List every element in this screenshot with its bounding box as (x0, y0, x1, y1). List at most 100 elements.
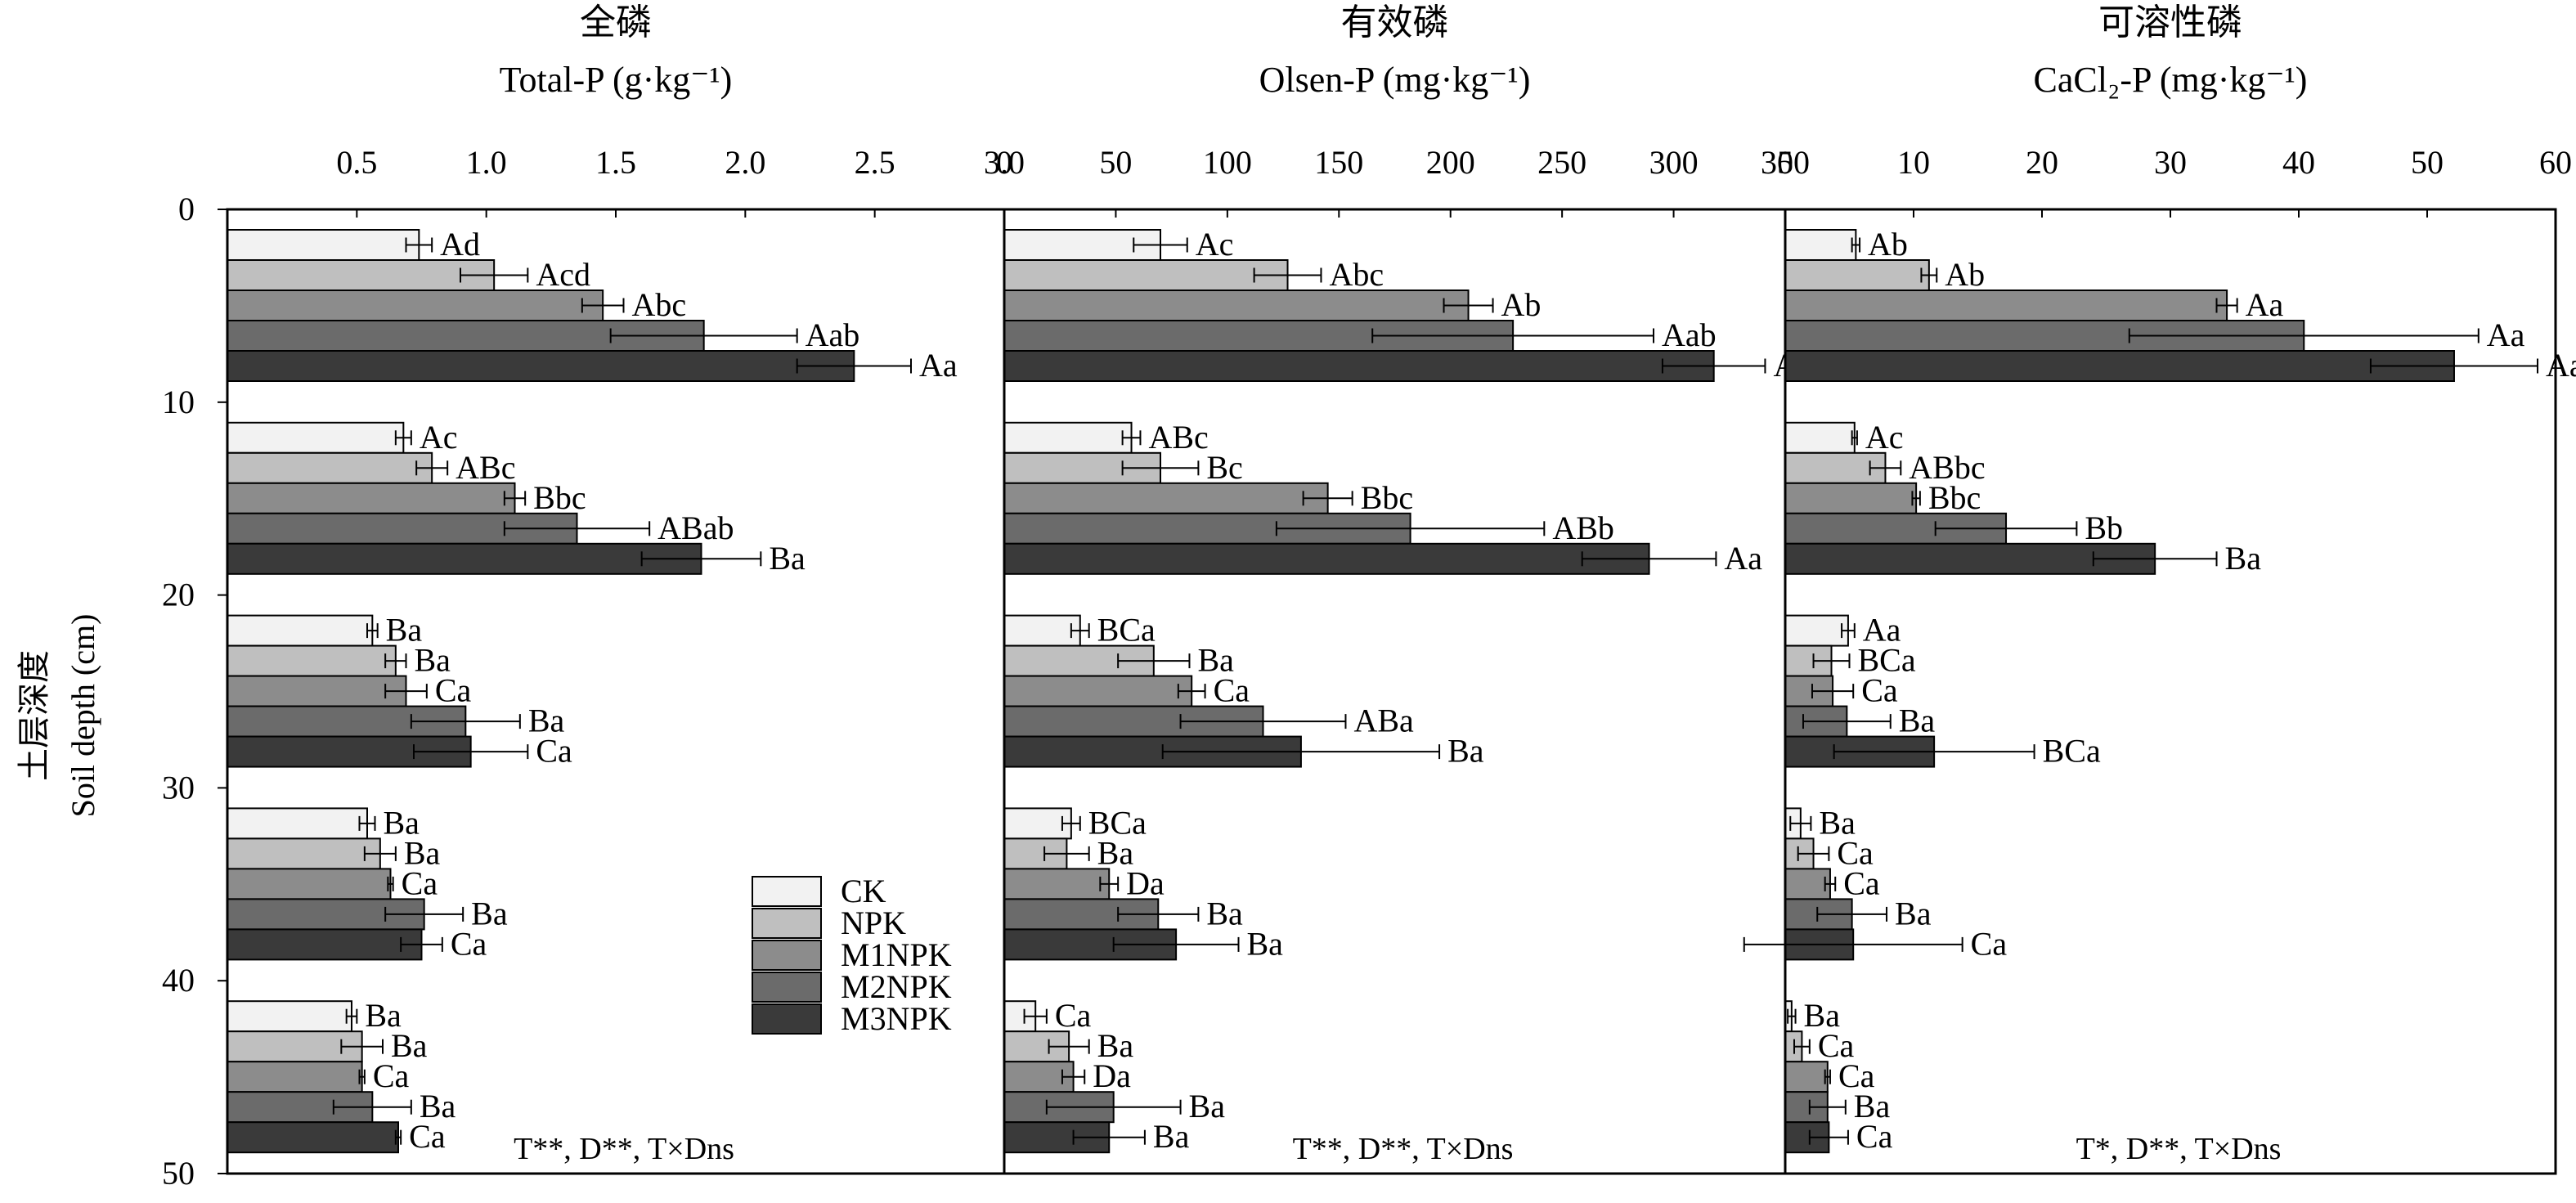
bar-ck (1784, 421, 1856, 454)
y-tick-label: 20 (162, 577, 195, 613)
panel-title-en: CaCl₂-P (mg·kg⁻¹) (2034, 60, 2308, 100)
x-tick-label: 200 (1426, 144, 1475, 181)
panel-title-zh: 全磷 (580, 2, 652, 43)
significance-letter: Ba (1447, 733, 1484, 770)
significance-letter: Abc (632, 286, 687, 323)
panel-title-zh: 有效磷 (1341, 2, 1449, 43)
bar-ck (227, 229, 420, 261)
bar-npk (227, 451, 433, 484)
bar-m3npk (1784, 350, 2455, 382)
significance-letter: Aab (806, 316, 860, 353)
significance-letter: Aa (1863, 612, 1901, 649)
legend-label: M2NPK (841, 968, 952, 1005)
bar-m1npk (1784, 1061, 1829, 1093)
significance-letter: Ba (420, 1088, 456, 1124)
significance-letter: Ba (404, 834, 441, 871)
y-tick-label: 40 (162, 962, 195, 999)
significance-letter: ABb (1552, 509, 1614, 546)
bar-npk (1003, 259, 1289, 291)
bar-ck (1003, 421, 1133, 454)
significance-letter: Acd (536, 256, 590, 293)
significance-note: T*, D**, T×Dns (2076, 1132, 2282, 1166)
significance-letter: Ba (1097, 1027, 1134, 1064)
significance-letter: Ba (471, 895, 508, 931)
bar-ck (227, 614, 374, 647)
significance-letter: Ca (1838, 1057, 1875, 1094)
legend-label: NPK (841, 904, 906, 941)
x-tick-label: 0 (1777, 144, 1793, 181)
bar-m1npk (227, 675, 407, 707)
x-tick-label: 40 (2282, 144, 2315, 181)
y-tick-label: 0 (178, 191, 195, 227)
significance-letter: Ba (1804, 997, 1841, 1034)
bar-npk (227, 259, 496, 291)
bar-m3npk (1003, 350, 1715, 382)
significance-letter: Ca (1214, 672, 1250, 709)
significance-letter: Aa (919, 347, 958, 384)
significance-letter: Ad (440, 226, 480, 263)
significance-letter: BCa (1088, 804, 1147, 841)
significance-letter: Da (1093, 1057, 1131, 1094)
panel-title-zh: 可溶性磷 (2098, 2, 2242, 43)
bar-ck (1003, 807, 1072, 840)
x-tick-label: 250 (1537, 144, 1586, 181)
panel-frame (1784, 208, 2557, 1175)
significance-letter: Ac (420, 419, 458, 456)
legend-label: CK (841, 873, 886, 909)
significance-letter: Ba (1197, 642, 1234, 679)
significance-letter: ABc (456, 449, 515, 486)
bar-ck (1784, 614, 1849, 647)
bar-ck (1003, 614, 1081, 647)
x-tick-label: 50 (2411, 144, 2444, 181)
y-tick-label: 30 (162, 769, 195, 806)
panel-1: 全磷 Total-P (g·kg⁻¹) 0.5 1.0 1.5 2.0 2.5 3.0 Ad Ac… (226, 2, 1025, 1175)
x-tick-label: 2.0 (725, 144, 765, 181)
significance-letter: Da (1126, 864, 1165, 901)
bar-m3npk (227, 350, 855, 382)
y-tick-label: 10 (162, 384, 195, 420)
significance-letter: ABc (1148, 419, 1208, 456)
bar-ck (227, 807, 368, 840)
bar-m1npk (227, 482, 516, 514)
significance-letter: Ba (386, 612, 423, 649)
y-axis-label-en: Soil depth (cm) (65, 614, 101, 818)
significance-letter: Ab (1868, 226, 1908, 263)
bar-m3npk (1003, 542, 1650, 575)
x-tick-label: 10 (1897, 144, 1930, 181)
legend-label: M1NPK (841, 936, 952, 973)
significance-letter: Ac (1196, 226, 1234, 263)
bar-m3npk (227, 1121, 399, 1154)
y-tick-label: 50 (162, 1155, 195, 1192)
significance-letter: Bb (2085, 509, 2123, 546)
significance-letter: Ba (528, 702, 565, 739)
significance-letter: Aa (2246, 286, 2284, 323)
bar-m1npk (1784, 290, 2228, 321)
significance-letter: Aab (1662, 316, 1717, 353)
significance-letter: Ca (536, 733, 572, 770)
panel-2: 有效磷 Olsen-P (mg·kg⁻¹) 0 50 100 150 200 250 300 35… (996, 2, 1811, 1175)
legend-label: M3NPK (841, 1000, 952, 1037)
significance-letter: Ca (1843, 864, 1880, 901)
bar-npk (227, 837, 381, 870)
bar-ck (227, 1000, 352, 1033)
significance-letter: Ba (1819, 804, 1856, 841)
bar-npk (227, 644, 397, 677)
significance-letter: Ba (1854, 1088, 1891, 1124)
y-axis-label-zh: 土层深度 (16, 650, 52, 781)
significance-letter: Ca (409, 1118, 446, 1155)
legend-swatch (752, 908, 822, 939)
significance-letter: Ca (1818, 1027, 1855, 1064)
x-tick-label: 2.5 (855, 144, 895, 181)
panel-3: 可溶性磷 CaCl₂-P (mg·kg⁻¹) 0 10 20 30 40 50 60 Ab Ab Aa… (1743, 2, 2576, 1175)
significance-letter: Bc (1206, 449, 1242, 486)
significance-note: T**, D**, T×Dns (1293, 1132, 1514, 1166)
significance-letter: Ba (1097, 834, 1134, 871)
significance-letter: ABbc (1909, 449, 1985, 486)
significance-letter: Ba (769, 540, 806, 577)
significance-letter: Ca (373, 1057, 410, 1094)
significance-letter: Ba (1899, 702, 1936, 739)
significance-letter: Bbc (533, 479, 586, 516)
significance-letter: ABab (657, 509, 734, 546)
significance-letter: Ba (391, 1027, 428, 1064)
